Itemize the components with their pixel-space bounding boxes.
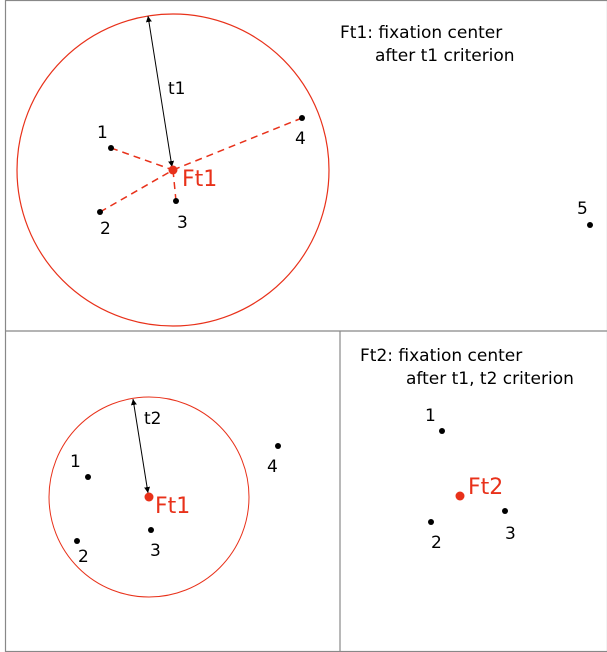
center-label: Ft1 — [182, 167, 217, 192]
center — [144, 492, 154, 502]
point — [275, 443, 281, 449]
frames — [4, 0, 607, 652]
radius-arrow — [145, 15, 175, 168]
panel-3: 1 2 3 Ft2 Ft2: fixation center after t1,… — [360, 346, 574, 553]
dash — [172, 169, 177, 202]
point-label: 2 — [78, 547, 89, 567]
point-label: 4 — [267, 457, 278, 477]
center — [168, 165, 178, 175]
point-label: 3 — [177, 213, 188, 233]
point — [587, 222, 593, 228]
radius-arrow — [130, 398, 151, 494]
outer-frame — [4, 0, 607, 652]
point — [74, 538, 80, 544]
caption: Ft1: fixation center — [340, 23, 502, 43]
point-label: 1 — [70, 452, 81, 472]
point-label: 4 — [295, 129, 306, 149]
point-label: 1 — [97, 123, 108, 143]
point — [173, 198, 179, 204]
caption: after t1, t2 criterion — [406, 369, 574, 389]
center-label: Ft1 — [155, 494, 190, 519]
radius-label: t2 — [144, 409, 161, 429]
dash — [172, 117, 303, 171]
panel-2: 1 2 3 4 t2 Ft1 — [48, 396, 281, 598]
t1-circle — [16, 13, 330, 327]
point — [428, 519, 434, 525]
point-label: 2 — [431, 533, 442, 553]
center-label: Ft2 — [468, 475, 503, 500]
caption: Ft2: fixation center — [360, 346, 522, 366]
point — [97, 209, 103, 215]
dash — [110, 147, 174, 171]
point — [148, 527, 154, 533]
radius-label: t1 — [168, 79, 185, 99]
caption: after t1 criterion — [375, 46, 515, 66]
point-label: 1 — [425, 406, 436, 426]
point-label: 3 — [150, 541, 161, 561]
center — [455, 491, 465, 501]
point-label: 3 — [505, 524, 516, 544]
dash — [99, 169, 174, 213]
point-label: 2 — [100, 219, 111, 239]
t2-circle — [48, 396, 250, 598]
dashes — [99, 117, 303, 213]
point — [502, 508, 508, 514]
point-label: 5 — [577, 199, 588, 219]
point — [439, 428, 445, 434]
panel-1: 1 2 3 4 5 t1 Ft1 Ft1: fixation center af… — [16, 13, 593, 327]
point — [108, 145, 114, 151]
point — [299, 115, 305, 121]
point — [85, 474, 91, 480]
